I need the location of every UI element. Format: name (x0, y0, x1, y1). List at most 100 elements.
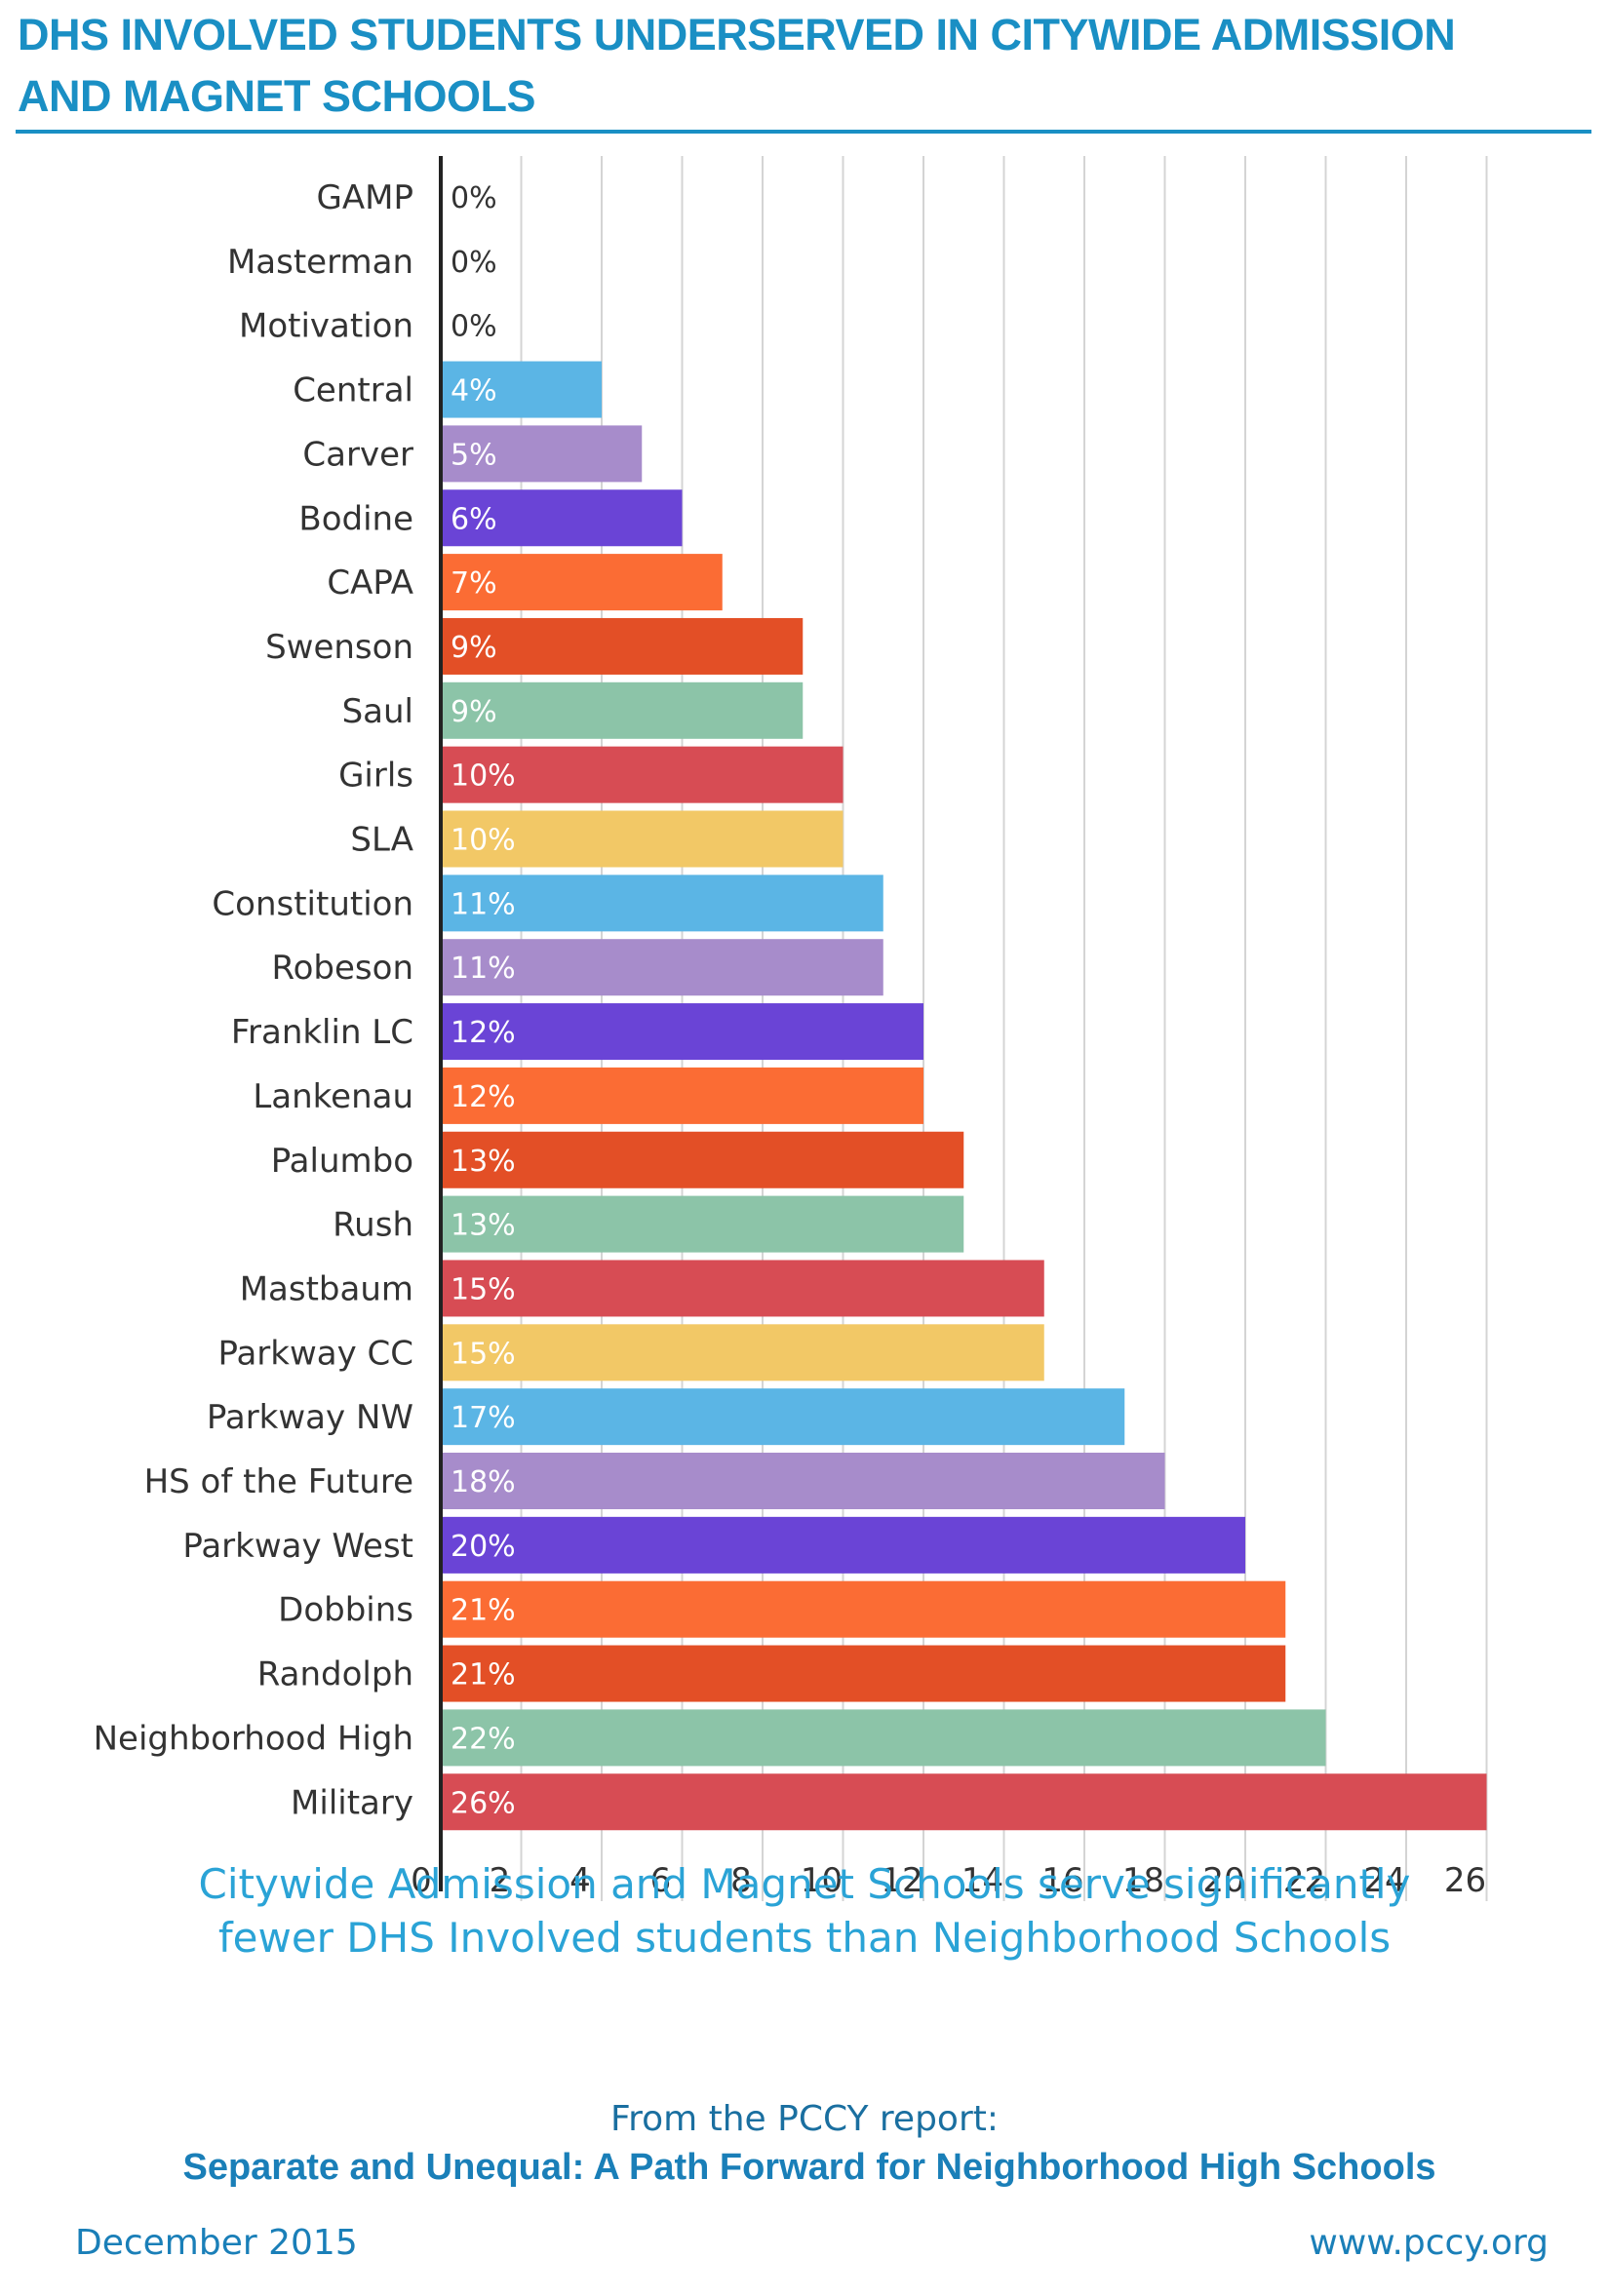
category-label: Military (291, 1783, 413, 1822)
value-label: 10% (451, 824, 516, 858)
value-label: 12% (451, 1016, 516, 1050)
category-label: Dobbins (278, 1591, 413, 1630)
category-label: Parkway CC (217, 1334, 413, 1373)
category-label: Saul (342, 692, 413, 731)
bar-neighborhood-high (441, 1709, 1326, 1767)
chart-title: DHS INVOLVED STUDENTS UNDERSERVED IN CIT… (18, 4, 1578, 127)
category-label: SLA (350, 821, 413, 860)
bar-chart: 0% 0% 0% 4% 5% 6% 7% 9% 9% 10% 10% 11% 11% 12% 12% 13% 1… (94, 156, 1488, 1901)
tick-labels: 0 2 4 6 8 10 12 14 16 18 20 22 24 26 (411, 1861, 1486, 1900)
value-label: 21% (451, 1594, 516, 1628)
value-label: 17% (451, 1401, 516, 1435)
category-label: Lankenau (253, 1077, 413, 1116)
category-label: Motivation (239, 307, 413, 346)
category-label: Constitution (212, 884, 413, 923)
caption: Citywide Admission and Magnet Schools se… (0, 1857, 1609, 1965)
source-intro: From the PCCY report: (609, 2099, 1000, 2139)
bar-parkway-cc (441, 1324, 1044, 1381)
category-labels: GAMP Masterman Motivation Central Carver Bodi… (94, 178, 413, 1822)
value-label: 20% (451, 1530, 516, 1564)
x-tick-label: 16 (1041, 1861, 1083, 1900)
value-label: 11% (451, 952, 516, 986)
x-tick-label: 0 (411, 1861, 432, 1900)
value-label: 22% (451, 1722, 516, 1756)
chart-title-line-1: DHS INVOLVED STUDENTS UNDERSERVED IN CIT… (18, 10, 1456, 59)
footer-url: www.pccy.org (1309, 2223, 1549, 2263)
caption-line-2: fewer DHS Involved students than Neighbo… (217, 1914, 1392, 1962)
caption-line-1: Citywide Admission and Magnet Schools se… (198, 1860, 1411, 1908)
footer-date: December 2015 (75, 2223, 358, 2263)
bar-lankenau (441, 1067, 923, 1124)
category-label: Mastbaum (240, 1269, 413, 1308)
value-label: 0% (451, 181, 497, 215)
value-label: 9% (451, 695, 497, 729)
category-label: Palumbo (271, 1142, 413, 1181)
value-label: 18% (451, 1465, 516, 1499)
category-label: Parkway NW (207, 1398, 413, 1437)
value-label: 6% (451, 502, 497, 536)
category-label: Robeson (272, 949, 413, 988)
bar-bodine (441, 489, 683, 547)
bar-robeson (441, 939, 883, 996)
category-label: Central (293, 371, 413, 410)
category-label: Carver (302, 435, 413, 474)
category-label: Bodine (298, 499, 413, 538)
bar-central (441, 361, 602, 418)
value-label: 9% (451, 631, 497, 665)
bar-palumbo (441, 1131, 964, 1188)
value-label: 4% (451, 374, 497, 409)
value-label: 0% (451, 246, 497, 280)
bar-constitution (441, 875, 883, 932)
x-tick-label: 24 (1363, 1861, 1405, 1900)
x-tick-label: 18 (1122, 1861, 1164, 1900)
x-tick-label: 2 (490, 1861, 511, 1900)
chart-title-line-2: AND MAGNET SCHOOLS (18, 71, 536, 121)
category-label: Swenson (265, 628, 413, 667)
bar-capa (441, 554, 723, 611)
bar-carver (441, 425, 643, 483)
x-tick-label: 6 (650, 1861, 672, 1900)
category-label: HS of the Future (144, 1462, 413, 1501)
value-label: 7% (451, 566, 497, 601)
x-tick-label: 22 (1283, 1861, 1325, 1900)
value-label: 5% (451, 438, 497, 472)
x-tick-label: 20 (1202, 1861, 1244, 1900)
x-tick-label: 10 (801, 1861, 843, 1900)
bar-parkway-nw (441, 1388, 1125, 1446)
category-label: Rush (333, 1206, 413, 1245)
bar-swenson (441, 617, 804, 675)
bar-randolph (441, 1645, 1286, 1702)
value-label: 0% (451, 310, 497, 344)
category-label: Masterman (227, 243, 413, 282)
value-label: 21% (451, 1658, 516, 1693)
category-label: Franklin LC (231, 1013, 413, 1052)
x-tick-label: 26 (1444, 1861, 1486, 1900)
bar-parkway-west (441, 1516, 1245, 1574)
bar-hs-of-the-future (441, 1453, 1165, 1509)
category-label: GAMP (317, 178, 413, 217)
value-label: 10% (451, 759, 516, 794)
bar-military (441, 1773, 1487, 1831)
category-label: Randolph (257, 1655, 413, 1694)
category-label: Girls (338, 757, 413, 796)
category-label: Neighborhood High (94, 1719, 413, 1758)
x-tick-label: 8 (730, 1861, 752, 1900)
category-label: CAPA (327, 564, 413, 603)
value-label: 12% (451, 1080, 516, 1114)
bars: 0% 0% 0% 4% 5% 6% 7% 9% 9% 10% 10% 11% 11% 12% 12% 13% 1… (441, 181, 1487, 1831)
value-label: 13% (451, 1209, 516, 1243)
bar-saul (441, 681, 804, 739)
title-divider (16, 130, 1591, 134)
x-tick-label: 12 (881, 1861, 922, 1900)
x-tick-label: 14 (961, 1861, 1003, 1900)
bar-rush (441, 1195, 964, 1253)
bar-dobbins (441, 1580, 1286, 1638)
value-label: 13% (451, 1145, 516, 1179)
value-label: 11% (451, 887, 516, 921)
bar-franklin-lc (441, 1003, 923, 1061)
x-tick-label: 4 (569, 1861, 591, 1900)
category-label: Parkway West (182, 1527, 413, 1566)
bar-mastbaum (441, 1260, 1044, 1317)
value-label: 15% (451, 1272, 516, 1306)
value-label: 26% (451, 1786, 516, 1820)
